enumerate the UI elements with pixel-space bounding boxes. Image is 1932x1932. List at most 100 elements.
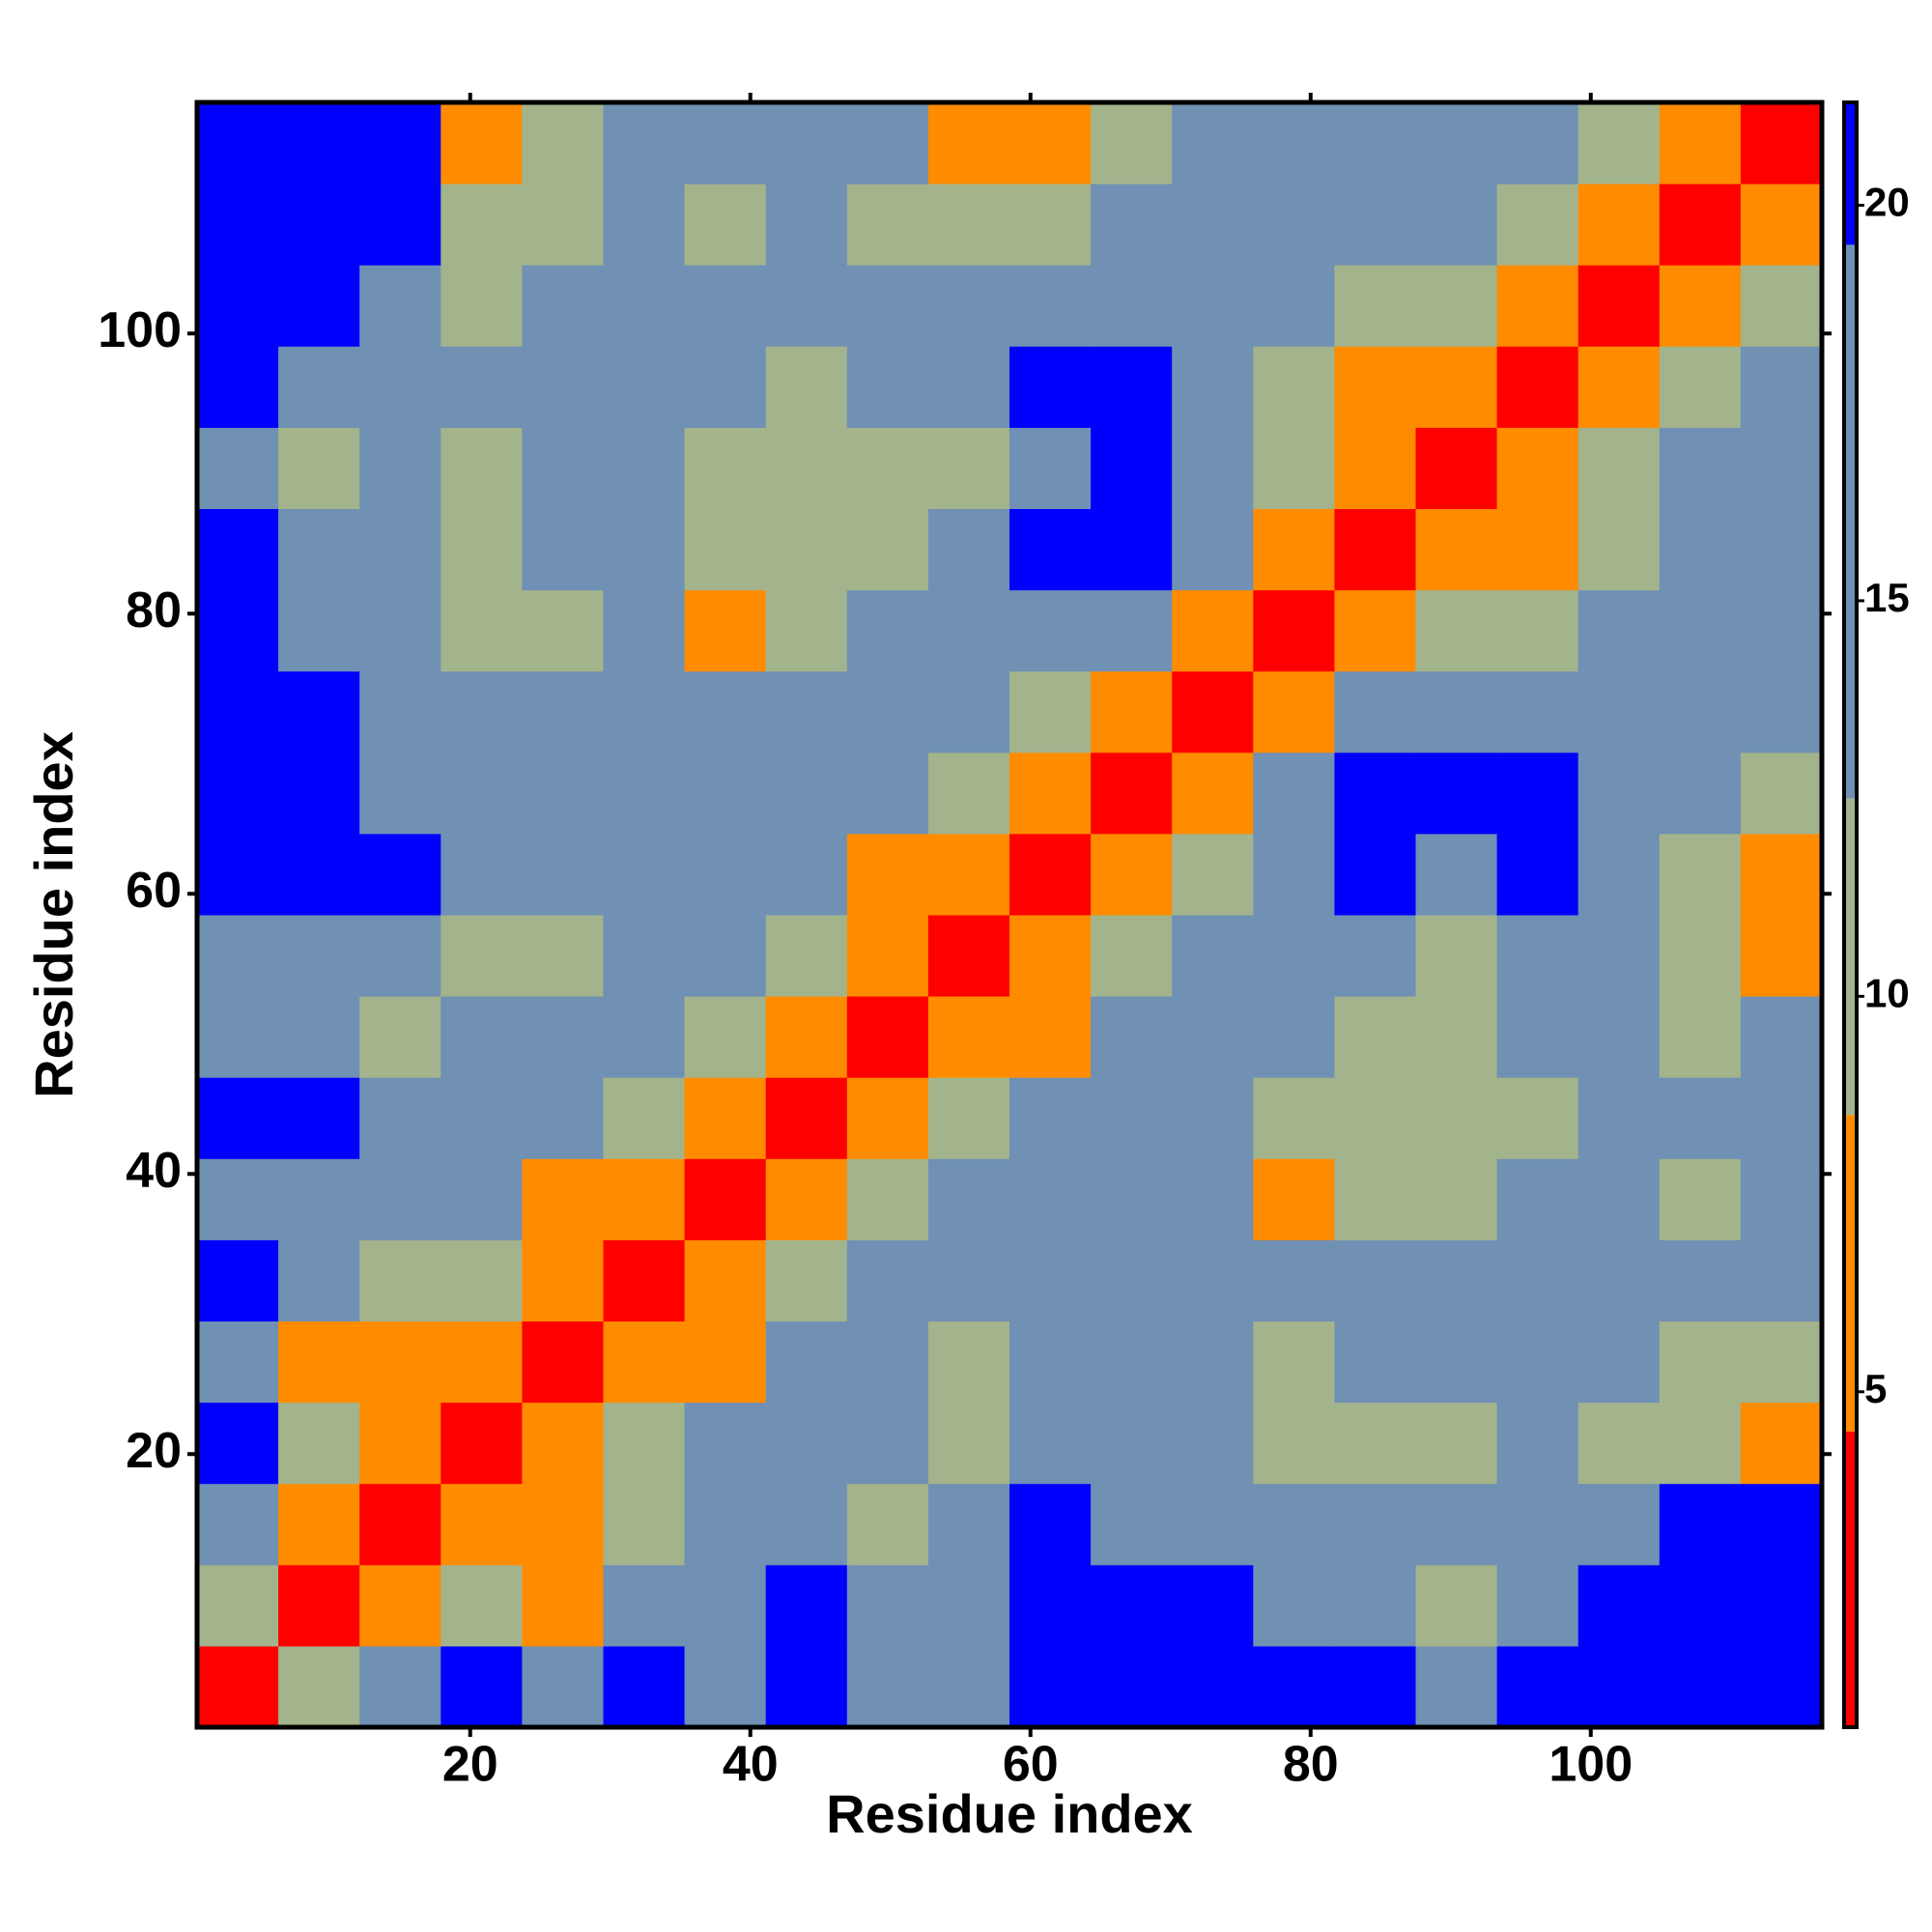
heat-cell [440, 1402, 523, 1485]
heat-cell [1659, 1077, 1742, 1159]
heat-cell [197, 427, 279, 509]
heat-cell [1172, 1645, 1254, 1728]
heat-cell [603, 427, 686, 509]
heat-cell [927, 102, 1010, 185]
heat-cell [1172, 752, 1254, 835]
heat-cell [1496, 1158, 1579, 1240]
colorbar-segment [1844, 1115, 1857, 1432]
heat-cell [765, 1077, 848, 1159]
heat-cell [1740, 996, 1823, 1078]
heat-cell [927, 265, 1010, 347]
heat-cell [1253, 996, 1335, 1078]
heat-cell [1091, 589, 1173, 672]
heat-cell [1659, 996, 1742, 1078]
heat-cell [846, 1239, 929, 1321]
heat-cell [846, 1564, 929, 1647]
heat-cell [1334, 1564, 1416, 1647]
heat-cell [1253, 265, 1335, 347]
heat-cell [684, 346, 767, 428]
heat-cell [197, 1483, 279, 1566]
heat-cell [1091, 833, 1173, 916]
heat-cell [440, 752, 523, 835]
heat-cell [1253, 752, 1335, 835]
y-tick-label: 80 [126, 582, 182, 639]
heat-cell [359, 102, 441, 185]
heat-cell [1172, 1321, 1254, 1404]
heat-cell [927, 833, 1010, 916]
heat-cell [1496, 427, 1579, 509]
heat-cell [1091, 1321, 1173, 1404]
heat-cell [1659, 1239, 1742, 1321]
heat-cell [1577, 102, 1661, 185]
heat-cell [1577, 1483, 1661, 1566]
heat-cell [1659, 1402, 1742, 1485]
x-tick-label: 80 [1283, 1737, 1339, 1793]
heat-cell [1253, 915, 1335, 997]
heat-cell [1172, 996, 1254, 1078]
heat-cell [1740, 1402, 1823, 1485]
heat-cell [440, 1239, 523, 1321]
heat-cell [1009, 102, 1092, 185]
heat-cell [684, 427, 767, 509]
heat-cell [278, 508, 360, 591]
heat-cell [1172, 915, 1254, 997]
heat-cell [1577, 427, 1661, 509]
heat-cell [1740, 508, 1823, 591]
heat-cell [1496, 102, 1579, 185]
heat-cell [1253, 833, 1335, 916]
heat-cell [1740, 1239, 1823, 1321]
heat-cell [603, 102, 686, 185]
heat-cell [603, 265, 686, 347]
heat-cell [1740, 670, 1823, 753]
heat-cell [1172, 670, 1254, 753]
heat-cell [1415, 1564, 1498, 1647]
colorbar-segment [1844, 102, 1857, 245]
heat-cell [522, 1483, 604, 1566]
heat-cell [1009, 996, 1092, 1078]
heat-cell [1253, 427, 1335, 509]
heat-cell [197, 1321, 279, 1404]
heat-cell [603, 346, 686, 428]
heat-cell [440, 1645, 523, 1728]
heat-cell [1172, 1402, 1254, 1485]
heat-cell [1091, 752, 1173, 835]
heat-cell [278, 1483, 360, 1566]
heat-cell [522, 1321, 604, 1404]
heat-cell [1496, 752, 1579, 835]
heat-cell [765, 265, 848, 347]
heat-cell [278, 833, 360, 916]
heat-cell [359, 996, 441, 1078]
heat-cell [1334, 184, 1416, 266]
heat-cell [765, 102, 848, 185]
heat-cell [1577, 508, 1661, 591]
heat-cell [522, 996, 604, 1078]
heat-cell [1172, 265, 1254, 347]
heat-cell [1577, 265, 1661, 347]
heat-cell [522, 346, 604, 428]
heat-cell [603, 508, 686, 591]
heat-cell [1577, 589, 1661, 672]
heat-cell [684, 915, 767, 997]
heat-cell [927, 508, 1010, 591]
heat-cell [1577, 1402, 1661, 1485]
heat-cell [440, 1321, 523, 1404]
colorbar-segment [1844, 1431, 1857, 1727]
heat-cell [359, 1158, 441, 1240]
heat-cell [1172, 427, 1254, 509]
colorbar-tick-label: 15 [1864, 575, 1910, 620]
heat-cell [1740, 1321, 1823, 1404]
heat-cell [1659, 184, 1742, 266]
heat-cell [765, 670, 848, 753]
heat-cell [927, 1564, 1010, 1647]
heat-cell [440, 184, 523, 266]
heat-cell [359, 184, 441, 266]
heat-cell [197, 1158, 279, 1240]
heat-cell [440, 915, 523, 997]
heat-cell [927, 670, 1010, 753]
heat-cell [765, 508, 848, 591]
heat-cell [197, 346, 279, 428]
heat-cell [1659, 1321, 1742, 1404]
heat-cell [278, 1645, 360, 1728]
heat-cell [1334, 1321, 1416, 1404]
heat-cell [1334, 1645, 1416, 1728]
